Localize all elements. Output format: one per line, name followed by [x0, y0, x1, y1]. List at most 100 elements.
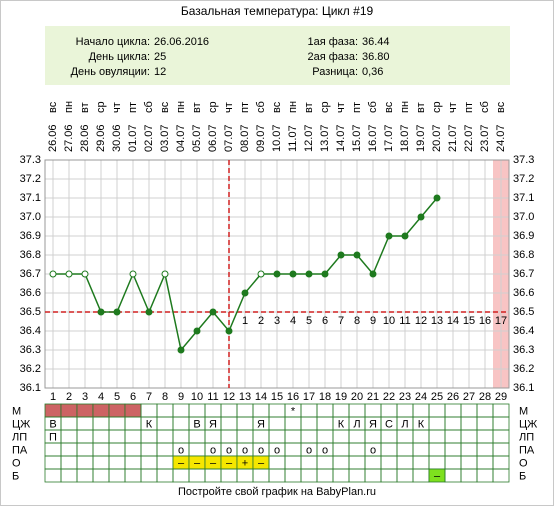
cell-text: –: [194, 457, 201, 469]
cell-text: o: [242, 444, 248, 456]
cell-text: С: [385, 418, 393, 430]
weekday-label: ср: [95, 101, 107, 113]
chart-title: Базальная температура: Цикл #19: [181, 4, 374, 18]
x-tick-label: 16: [287, 391, 299, 403]
cell-text: Я: [369, 418, 377, 430]
temperature-point: [97, 308, 105, 316]
weekday-label: вс: [159, 101, 171, 113]
date-label: 18.07: [399, 124, 411, 152]
x-tick-label: 7: [146, 391, 152, 403]
temperature-point: [81, 270, 89, 278]
date-label: 19.07: [415, 124, 427, 152]
post-ovulation-day: 2: [258, 315, 264, 327]
weekday-label: чт: [223, 102, 235, 113]
temperature-point: [289, 270, 297, 278]
info-value: 36.44: [362, 36, 390, 48]
x-tick-label: 17: [303, 391, 315, 403]
table-cell: [60, 403, 78, 418]
row-label: Б: [12, 470, 19, 482]
post-ovulation-day: 5: [306, 315, 312, 327]
date-label: 06.07: [207, 124, 219, 152]
info-label: День овуляции:: [71, 66, 150, 78]
temperature-point: [273, 270, 281, 278]
cell-text: –: [226, 457, 233, 469]
row-label-right: М: [519, 405, 528, 417]
info-value: 36.80: [362, 51, 390, 63]
x-tick-label: 12: [223, 391, 235, 403]
date-label: 04.07: [175, 124, 187, 152]
date-label: 09.07: [255, 124, 267, 152]
temperature-point: [65, 270, 73, 278]
cell-text: o: [306, 444, 312, 456]
cell-text: *: [291, 405, 296, 417]
y-tick-label: 37.2: [20, 173, 41, 185]
x-tick-label: 10: [191, 391, 203, 403]
info-label: Разница:: [312, 66, 358, 78]
temperature-point: [369, 270, 377, 278]
cell-text: –: [258, 457, 265, 469]
table-cell: [92, 403, 110, 418]
date-label: 27.06: [63, 124, 75, 152]
weekday-label: пн: [63, 101, 75, 113]
row-label: ПА: [12, 444, 28, 456]
post-ovulation-day: 8: [354, 315, 360, 327]
weekday-label: пт: [127, 102, 139, 113]
date-label: 07.07: [223, 124, 235, 152]
weekday-label: пн: [175, 101, 187, 113]
table-cell: [124, 403, 142, 418]
y-tick-label-right: 37.0: [513, 211, 534, 223]
weekday-label: вт: [79, 102, 91, 113]
y-tick-label-right: 36.2: [513, 363, 534, 375]
y-tick-label: 36.2: [20, 363, 41, 375]
row-label-right: Б: [519, 470, 526, 482]
x-tick-label: 11: [207, 391, 218, 403]
table-cell: [44, 403, 62, 418]
y-tick-label-right: 36.7: [513, 268, 534, 280]
x-tick-label: 25: [431, 391, 443, 403]
y-tick-label: 36.6: [20, 287, 41, 299]
temperature-point: [321, 270, 329, 278]
post-ovulation-day: 11: [399, 315, 410, 327]
weekday-label: ср: [207, 101, 219, 113]
weekday-label: чт: [335, 102, 347, 113]
x-tick-label: 9: [178, 391, 184, 403]
temperature-point: [209, 308, 217, 316]
x-tick-label: 2: [66, 391, 72, 403]
date-label: 14.07: [335, 124, 347, 152]
x-tick-label: 23: [399, 391, 411, 403]
weekday-label: вс: [47, 101, 59, 113]
y-tick-label-right: 36.1: [513, 382, 534, 394]
x-tick-label: 5: [114, 391, 120, 403]
weekday-label: пн: [287, 101, 299, 113]
post-ovulation-day: 4: [290, 315, 296, 327]
temperature-point: [337, 251, 345, 259]
temperature-point: [49, 270, 57, 278]
x-tick-label: 20: [351, 391, 363, 403]
weekday-label: ср: [431, 101, 443, 113]
y-tick-label: 37.1: [20, 192, 41, 204]
date-label: 03.07: [159, 124, 171, 152]
y-tick-label: 36.4: [20, 325, 41, 337]
y-tick-label-right: 36.3: [513, 344, 534, 356]
weekday-label: чт: [111, 102, 123, 113]
post-ovulation-day: 10: [383, 315, 395, 327]
plot-border: [44, 159, 510, 389]
y-tick-label: 36.9: [20, 230, 41, 242]
post-ovulation-day: 15: [463, 315, 475, 327]
weekday-label: вт: [303, 102, 315, 113]
row-label: О: [12, 457, 21, 469]
weekday-label: сб: [255, 101, 267, 113]
info-value: 0,36: [362, 66, 383, 78]
info-label: 2ая фаза:: [307, 51, 358, 63]
temperature-point: [113, 308, 121, 316]
y-tick-label-right: 37.3: [513, 154, 534, 166]
cell-text: o: [322, 444, 328, 456]
x-tick-label: 6: [130, 391, 136, 403]
y-tick-label-right: 36.5: [513, 306, 534, 318]
cell-text: В: [49, 418, 56, 430]
x-tick-label: 3: [82, 391, 88, 403]
cell-text: Я: [209, 418, 217, 430]
cell-text: Л: [401, 418, 408, 430]
temperature-point: [385, 232, 393, 240]
